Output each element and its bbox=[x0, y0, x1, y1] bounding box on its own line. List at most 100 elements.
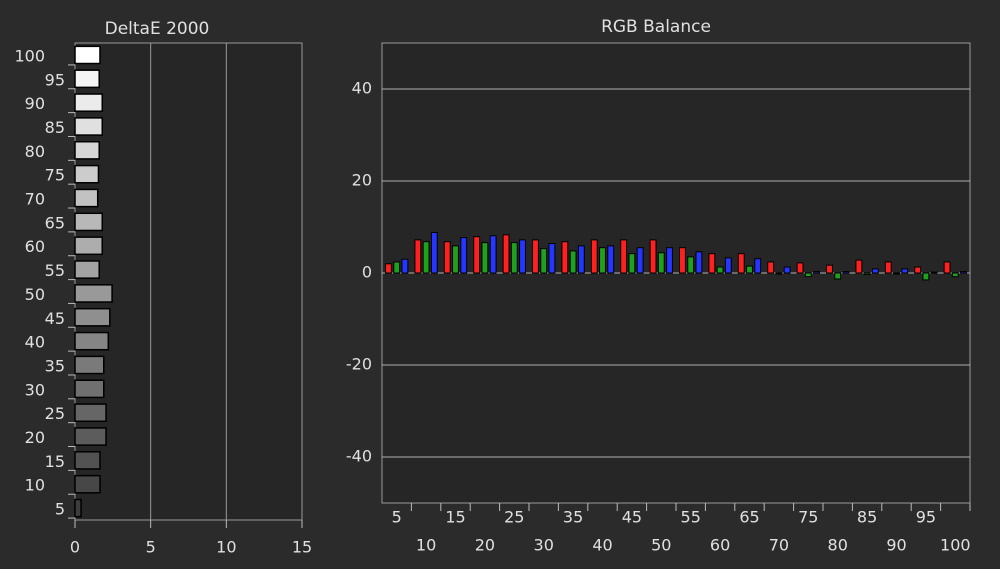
y-tick-label: 15 bbox=[45, 452, 65, 471]
bar bbox=[74, 498, 82, 518]
y-tick-label: 50 bbox=[25, 285, 45, 304]
bar bbox=[510, 242, 518, 274]
bar bbox=[679, 247, 686, 274]
x-tick-label: 35 bbox=[563, 508, 583, 527]
x-tick-label: 10 bbox=[216, 538, 236, 557]
x-tick-label: 80 bbox=[828, 536, 848, 555]
bar bbox=[746, 265, 753, 274]
y-tick-label: 20 bbox=[352, 171, 372, 190]
bar bbox=[74, 403, 107, 423]
y-tick-label: 0 bbox=[362, 263, 372, 282]
bar bbox=[893, 272, 900, 275]
bar bbox=[708, 253, 716, 274]
x-tick-label: 70 bbox=[769, 536, 789, 555]
bar bbox=[74, 379, 105, 399]
bar bbox=[930, 271, 938, 274]
bar bbox=[74, 117, 103, 136]
bar bbox=[489, 235, 497, 274]
x-tick-label: 65 bbox=[739, 508, 759, 527]
bar bbox=[548, 243, 556, 274]
y-tick-label: 85 bbox=[45, 118, 65, 137]
bar bbox=[767, 261, 775, 274]
y-tick-label: 60 bbox=[25, 237, 45, 256]
y-tick-label: 90 bbox=[25, 94, 45, 113]
bar bbox=[783, 266, 791, 274]
bar bbox=[74, 331, 110, 351]
bar bbox=[842, 271, 850, 274]
bar bbox=[813, 271, 820, 274]
bar bbox=[74, 45, 101, 65]
y-tick-label: 100 bbox=[14, 46, 45, 65]
x-tick-label: 90 bbox=[886, 536, 906, 555]
bar bbox=[577, 245, 585, 274]
bar bbox=[74, 474, 101, 494]
x-tick-label: 15 bbox=[445, 508, 465, 527]
bar bbox=[695, 251, 703, 274]
bar bbox=[452, 245, 459, 274]
y-tick-label: 95 bbox=[45, 70, 65, 89]
bar bbox=[532, 239, 539, 274]
x-tick-label: 45 bbox=[622, 508, 642, 527]
bar bbox=[649, 239, 657, 274]
bar bbox=[901, 268, 909, 274]
bar bbox=[443, 241, 451, 274]
y-tick-label: 10 bbox=[25, 476, 45, 495]
bar bbox=[922, 272, 930, 281]
bar bbox=[775, 272, 783, 275]
x-tick-label: 100 bbox=[940, 536, 971, 555]
bar bbox=[473, 236, 481, 274]
bar bbox=[74, 260, 100, 279]
bar bbox=[481, 242, 489, 274]
bar bbox=[863, 272, 871, 275]
bar bbox=[401, 258, 409, 274]
x-tick-label: 25 bbox=[504, 508, 524, 527]
x-tick-label: 85 bbox=[857, 508, 877, 527]
bar bbox=[657, 252, 665, 274]
y-tick-label: 30 bbox=[25, 380, 45, 399]
plot-area bbox=[74, 42, 303, 521]
bar bbox=[796, 262, 804, 274]
bar bbox=[855, 259, 863, 274]
x-tick-label: 40 bbox=[592, 536, 612, 555]
bar bbox=[74, 164, 100, 184]
bar bbox=[951, 272, 959, 278]
bar bbox=[519, 239, 526, 274]
bar bbox=[74, 284, 113, 303]
y-tick-label: -20 bbox=[346, 355, 372, 374]
bar bbox=[74, 236, 103, 256]
bar bbox=[561, 241, 569, 274]
x-tick-label: 75 bbox=[798, 508, 818, 527]
bar bbox=[74, 355, 105, 375]
bar bbox=[636, 247, 644, 274]
bar bbox=[620, 239, 628, 274]
bar bbox=[737, 253, 745, 274]
x-tick-label: 5 bbox=[392, 508, 402, 527]
bar bbox=[422, 241, 430, 274]
bar bbox=[414, 239, 422, 274]
bar bbox=[502, 234, 510, 274]
bar bbox=[430, 232, 438, 274]
y-tick-label: 35 bbox=[45, 356, 65, 375]
y-tick-label: 75 bbox=[45, 166, 65, 185]
x-tick-label: 5 bbox=[146, 538, 156, 557]
y-tick-label: 40 bbox=[25, 333, 45, 352]
bar bbox=[724, 257, 732, 274]
bar bbox=[914, 266, 922, 274]
bar bbox=[628, 253, 636, 274]
x-tick-label: 60 bbox=[710, 536, 730, 555]
x-tick-label: 20 bbox=[475, 536, 495, 555]
bar bbox=[804, 272, 812, 278]
bar bbox=[884, 261, 892, 274]
y-tick-label: 20 bbox=[25, 428, 45, 447]
y-tick-label: 25 bbox=[45, 404, 65, 423]
y-tick-label: 40 bbox=[352, 79, 372, 98]
x-tick-label: 0 bbox=[70, 538, 80, 557]
x-tick-label: 55 bbox=[681, 508, 701, 527]
x-tick-label: 30 bbox=[534, 536, 554, 555]
y-tick-label: -40 bbox=[346, 447, 372, 466]
y-tick-label: 70 bbox=[25, 190, 45, 209]
bar bbox=[834, 272, 842, 280]
y-tick-label: 80 bbox=[25, 142, 45, 161]
